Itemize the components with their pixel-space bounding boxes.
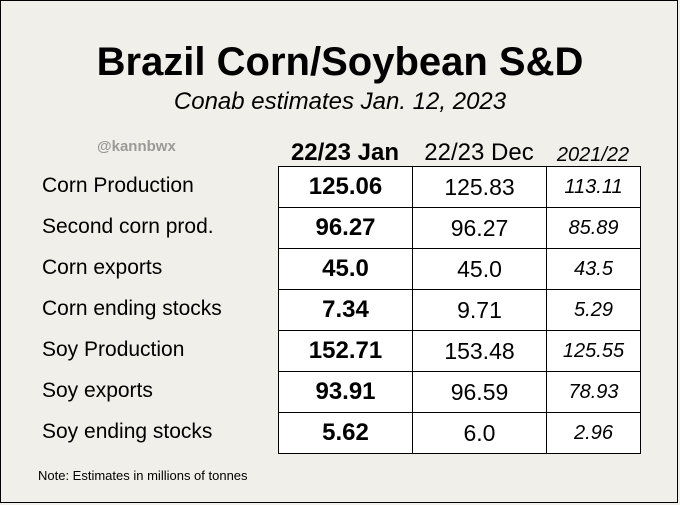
chart-title: Brazil Corn/Soybean S&D bbox=[96, 40, 584, 84]
table-cell: 96.27 bbox=[278, 207, 413, 249]
table-cell: 6.0 bbox=[412, 412, 547, 454]
table-cell: 113.11 bbox=[546, 166, 641, 208]
row-label: Soy exports bbox=[42, 379, 153, 402]
table-cell: 45.0 bbox=[278, 248, 413, 290]
table-cell: 125.83 bbox=[412, 166, 547, 208]
table-cell: 85.89 bbox=[546, 207, 641, 249]
row-label: Second corn prod. bbox=[42, 215, 214, 238]
row-label: Corn ending stocks bbox=[42, 297, 222, 320]
column-header-22-23-jan: 22/23 Jan bbox=[290, 139, 400, 166]
table-cell: 5.62 bbox=[278, 412, 413, 454]
table-cell: 2.96 bbox=[546, 412, 641, 454]
table-cell: 7.34 bbox=[278, 289, 413, 331]
column-header-22-23-dec: 22/23 Dec bbox=[424, 139, 534, 166]
table-cell: 9.71 bbox=[412, 289, 547, 331]
table-cell: 93.91 bbox=[278, 371, 413, 413]
row-label: Soy Production bbox=[42, 338, 185, 361]
table-cell: 125.55 bbox=[546, 330, 641, 372]
column-header-2021-22: 2021/22 bbox=[556, 144, 630, 166]
table-cell: 96.27 bbox=[412, 207, 547, 249]
footnote: Note: Estimates in millions of tonnes bbox=[38, 468, 248, 483]
table-cell: 78.93 bbox=[546, 371, 641, 413]
table-cell: 96.59 bbox=[412, 371, 547, 413]
table-cell: 43.5 bbox=[546, 248, 641, 290]
row-label: Soy ending stocks bbox=[42, 420, 213, 443]
row-label: Corn exports bbox=[42, 256, 163, 279]
row-label: Corn Production bbox=[42, 174, 194, 197]
table-cell: 45.0 bbox=[412, 248, 547, 290]
table-cell: 5.29 bbox=[546, 289, 641, 331]
table-cell: 152.71 bbox=[278, 330, 413, 372]
author-handle: @kannbwx bbox=[97, 138, 176, 155]
table-cell: 153.48 bbox=[412, 330, 547, 372]
table-cell: 125.06 bbox=[278, 166, 413, 208]
chart-subtitle: Conab estimates Jan. 12, 2023 bbox=[173, 88, 507, 115]
